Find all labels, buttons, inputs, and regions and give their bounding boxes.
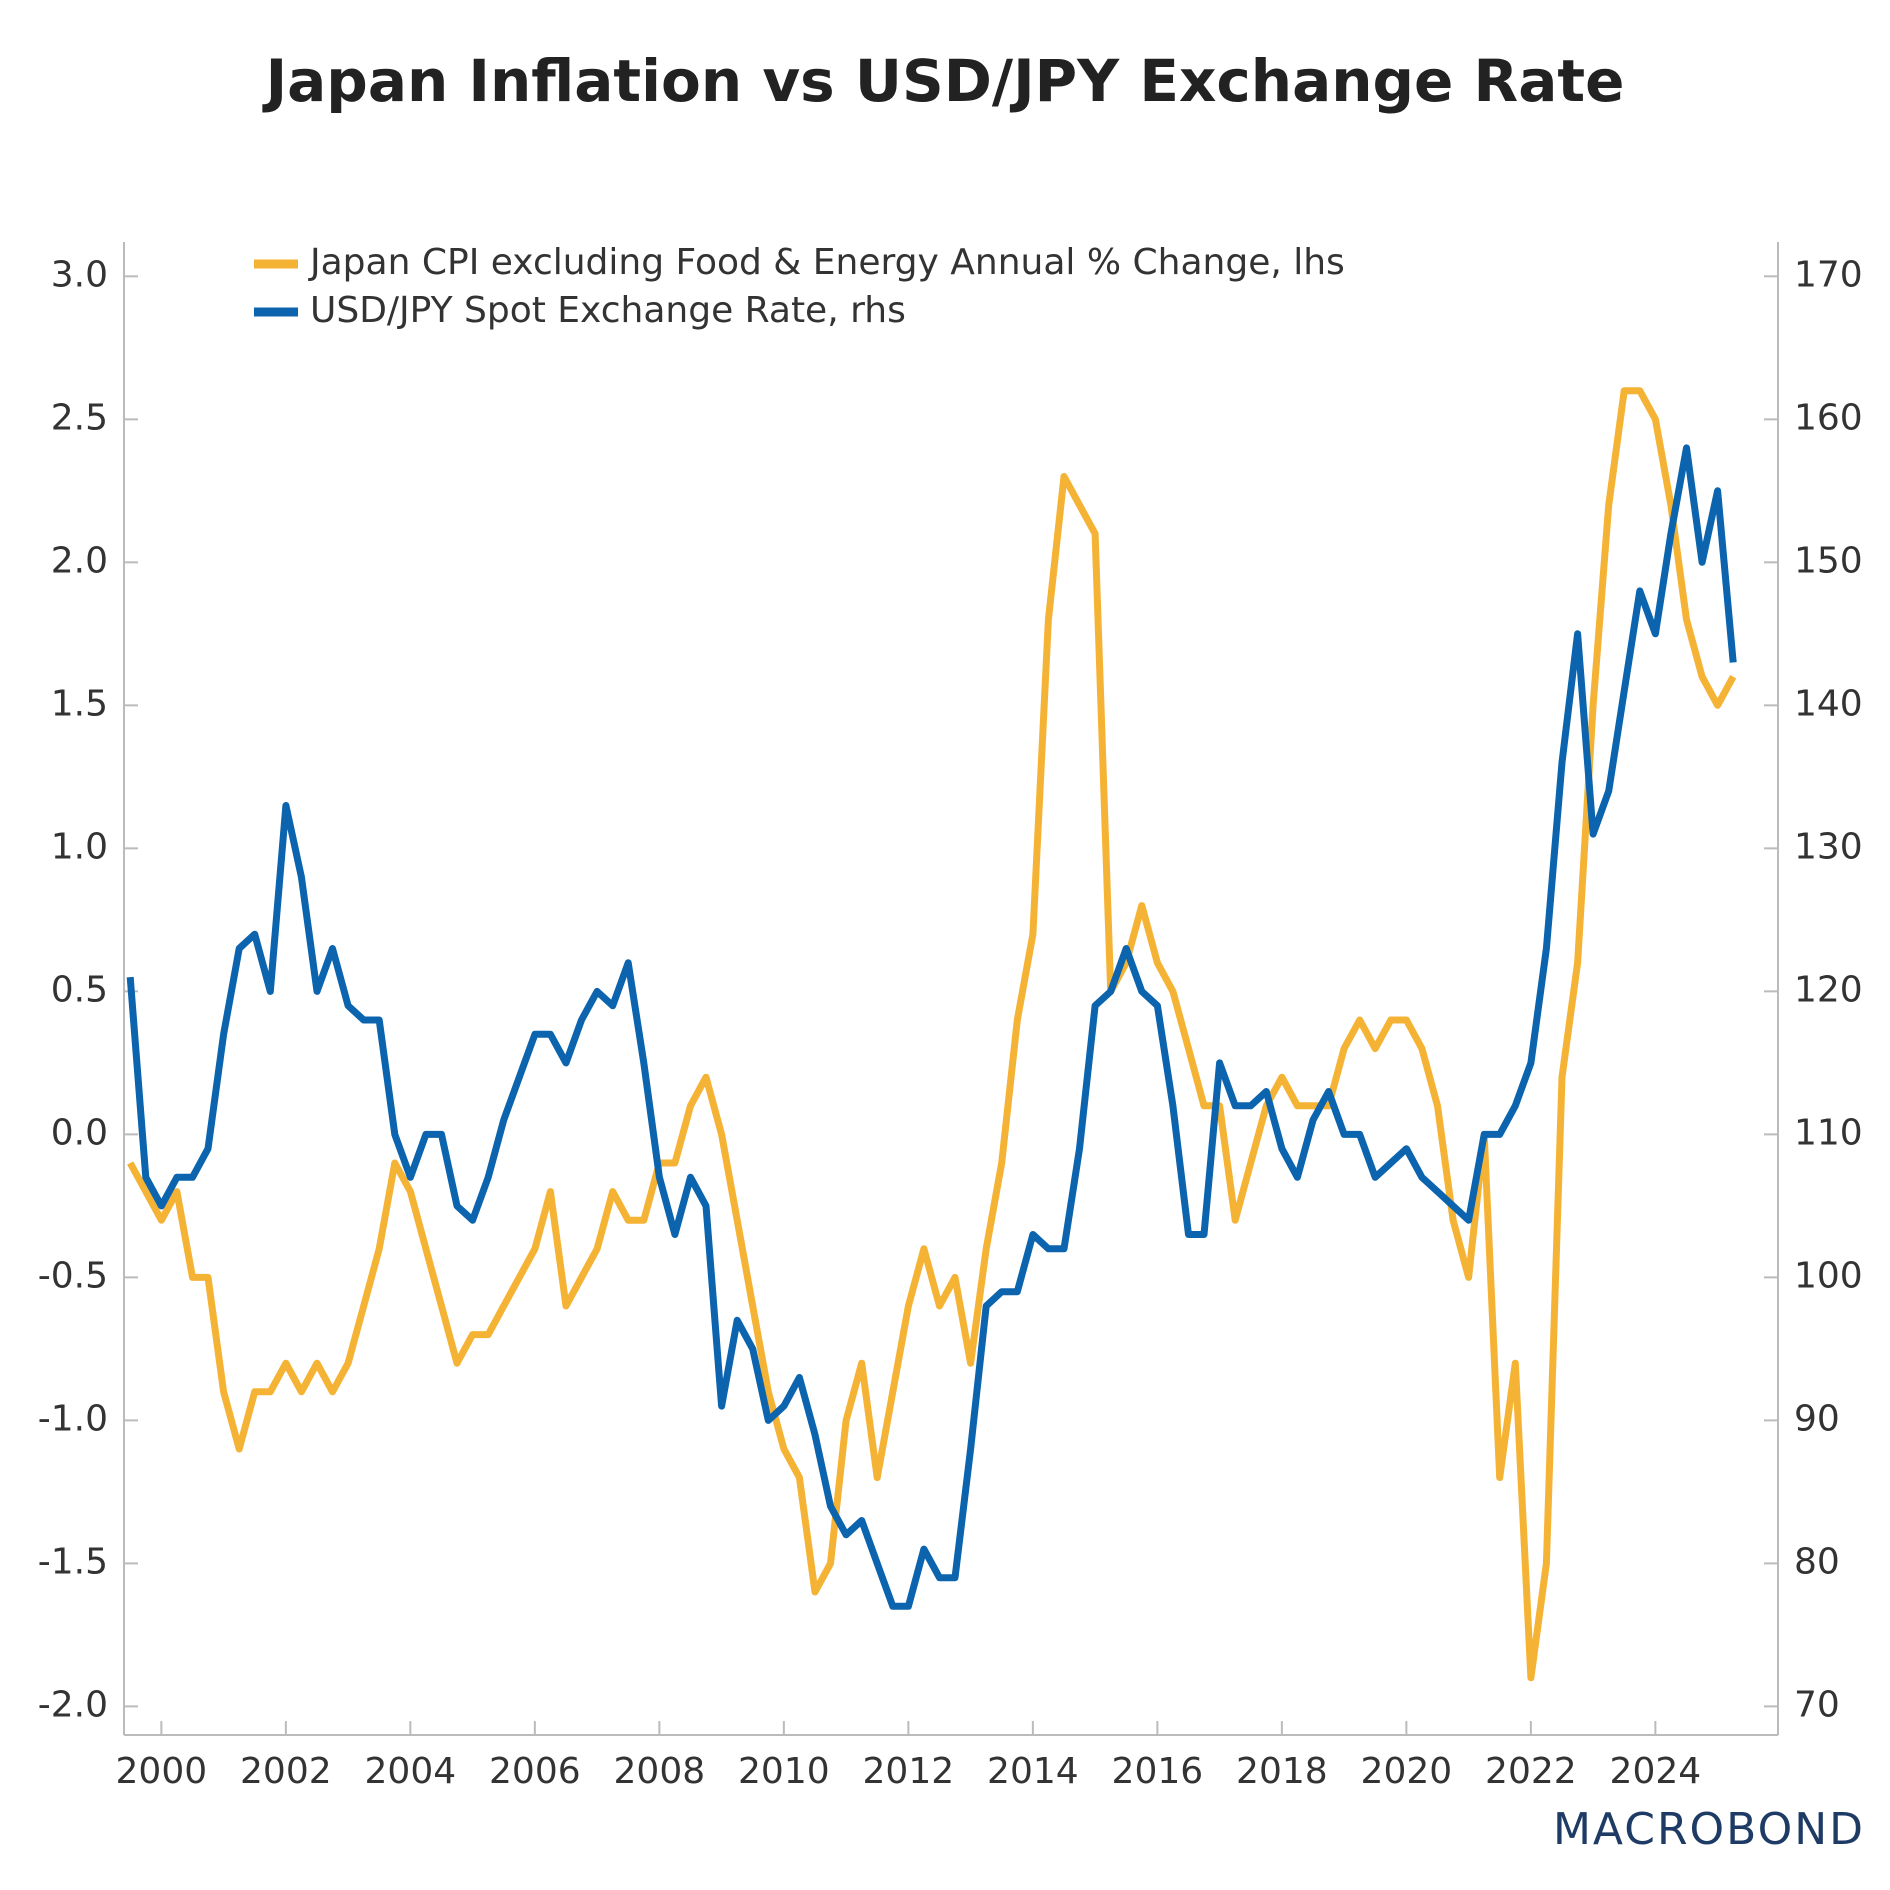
y2-tick-label: 160 — [1794, 397, 1863, 438]
y-tick-label: 2.5 — [51, 397, 108, 438]
series-line — [127, 387, 1737, 1682]
legend-label: USD/JPY Spot Exchange Rate, rhs — [310, 290, 906, 331]
y-tick-label: -0.5 — [38, 1255, 108, 1296]
logo: MACROBOND — [1553, 1804, 1865, 1855]
y-tick-label: -1.0 — [38, 1398, 108, 1439]
y2-tick-label: 90 — [1794, 1398, 1840, 1439]
y2-tick-label: 70 — [1794, 1684, 1840, 1725]
y-tick-label: 1.5 — [51, 683, 108, 724]
x-tick-label: 2000 — [116, 1751, 208, 1792]
y2-tick-label: 140 — [1794, 683, 1863, 724]
x-tick-label: 2016 — [1112, 1751, 1204, 1792]
y-tick-label: 1.0 — [51, 826, 108, 867]
x-tick-label: 2002 — [240, 1751, 332, 1792]
x-tick-label: 2012 — [863, 1751, 955, 1792]
y2-tick-label: 150 — [1794, 540, 1863, 581]
y2-tick-label: 120 — [1794, 969, 1863, 1010]
x-tick-label: 2006 — [489, 1751, 581, 1792]
y2-tick-label: 80 — [1794, 1541, 1840, 1582]
x-tick-label: 2020 — [1361, 1751, 1453, 1792]
x-tick-label: 2014 — [987, 1751, 1079, 1792]
y-tick-label: -2.0 — [38, 1684, 108, 1725]
y-tick-label: 0.0 — [51, 1112, 108, 1153]
y-tick-label: -1.5 — [38, 1541, 108, 1582]
y2-tick-label: 130 — [1794, 826, 1863, 867]
legend-label: Japan CPI excluding Food & Energy Annual… — [308, 242, 1345, 283]
x-tick-label: 2024 — [1610, 1751, 1702, 1792]
x-tick-label: 2022 — [1485, 1751, 1577, 1792]
y2-tick-label: 100 — [1794, 1255, 1863, 1296]
y-tick-label: 3.0 — [51, 254, 108, 295]
series-line — [126, 444, 1737, 1610]
y-tick-label: 0.5 — [51, 969, 108, 1010]
y2-tick-label: 170 — [1794, 254, 1863, 295]
x-tick-label: 2010 — [738, 1751, 830, 1792]
x-tick-label: 2018 — [1236, 1751, 1328, 1792]
y2-tick-label: 110 — [1794, 1112, 1863, 1153]
x-tick-label: 2004 — [365, 1751, 457, 1792]
y-tick-label: 2.0 — [51, 540, 108, 581]
chart-title: Japan Inflation vs USD/JPY Exchange Rate — [262, 47, 1625, 115]
x-tick-label: 2008 — [614, 1751, 706, 1792]
